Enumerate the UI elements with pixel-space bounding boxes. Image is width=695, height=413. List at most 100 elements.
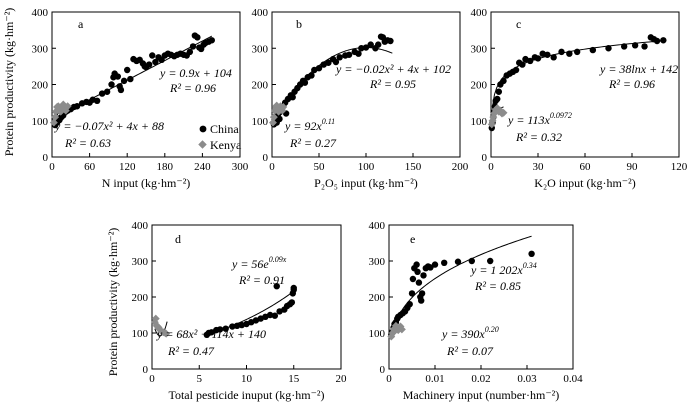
china-point (120, 77, 128, 85)
x-tick-label: 200 (452, 161, 469, 173)
china-point (301, 79, 309, 86)
china-point (355, 50, 362, 57)
y-tick-label: 200 (471, 80, 488, 92)
y-tick-label: 200 (132, 292, 149, 304)
china-point (276, 115, 283, 123)
china-point (290, 284, 297, 292)
y-tick-label: 200 (369, 292, 386, 304)
china-point (93, 97, 101, 105)
china-point (98, 90, 106, 97)
x-tick-label: 0 (386, 373, 392, 385)
x-tick-label: 0 (149, 373, 155, 385)
x-tick-label: 5 (197, 373, 203, 385)
china-point (418, 290, 426, 297)
y-tick-label: 400 (471, 7, 488, 19)
x-tick-label: 60 (580, 161, 592, 173)
china-point (534, 55, 542, 62)
china-point (620, 43, 628, 50)
legend: China Kenya (198, 122, 242, 152)
china-point (271, 312, 279, 319)
china-point (108, 81, 115, 88)
china-point (526, 57, 534, 65)
y-tick-label: 400 (132, 220, 149, 232)
x-tick-label: 120 (119, 161, 136, 173)
china-point (573, 48, 581, 56)
y-tick-label: 100 (471, 116, 488, 128)
panel-c: 0 30 60 90 120 0 100 200 300 400 K₂O input (kg·hm⁻… (471, 7, 688, 190)
china-point (152, 58, 159, 66)
china-point (194, 34, 201, 41)
china-point (641, 43, 648, 50)
kenya-r2-b: R² = 0.27 (289, 136, 337, 150)
china-r2-a: R² = 0.96 (169, 81, 216, 95)
china-point (454, 258, 462, 265)
kenya-r2-d: R² = 0.47 (167, 344, 215, 358)
y-tick-label: 0 (263, 152, 269, 164)
china-r2-b: R² = 0.95 (369, 77, 416, 91)
china-point (487, 257, 494, 265)
legend-kenya-label: Kenya (210, 138, 242, 152)
kenya-equation-a: y = −0.07x² + 4x + 88 (54, 119, 164, 133)
x-tick-label: 0 (49, 161, 55, 173)
x-axis-label-b: P₂O₅ input (kg·hm⁻²) (314, 176, 418, 190)
y-tick-label: 400 (369, 220, 386, 232)
x-axis-label-c: K₂O input (kg·hm⁻²) (534, 176, 635, 190)
x-tick-label: 150 (405, 161, 422, 173)
y-tick-label: 100 (252, 116, 269, 128)
kenya-r2-e: R² = 0.07 (446, 344, 494, 358)
china-point (441, 259, 448, 266)
china-point (117, 86, 125, 94)
china-point (315, 64, 323, 72)
x-tick-label: 240 (194, 161, 211, 173)
china-point (358, 45, 365, 52)
china-equation-a: y = 0.9x + 104 (159, 66, 232, 80)
china-point (653, 37, 661, 45)
china-point (208, 37, 215, 44)
y-tick-label: 300 (132, 256, 149, 268)
china-point (222, 325, 229, 332)
china-point (409, 275, 417, 283)
kenya-r2-a: R² = 0.63 (64, 136, 111, 150)
x-tick-label: 60 (84, 161, 96, 173)
china-point (325, 59, 332, 66)
y-tick-label: 200 (252, 80, 269, 92)
china-point (288, 299, 296, 306)
china-point (414, 268, 421, 275)
china-point (420, 272, 427, 279)
china-point (114, 73, 122, 80)
china-point (427, 264, 434, 271)
kenya-equation-d: y = 68x² − 114x + 140 (156, 327, 266, 341)
y-tick-label: 0 (380, 364, 386, 376)
y-axis-label-bottom: Protein productivity (kg·hm⁻²) (106, 228, 120, 377)
panel-e: 0 0.01 0.02 0.03 0.04 0 100 200 300 400 Machinery … (369, 220, 584, 402)
y-tick-label: 300 (32, 43, 49, 55)
china-point (660, 37, 667, 44)
x-tick-label: 100 (358, 161, 375, 173)
x-tick-label: 0 (269, 161, 275, 173)
china-point (418, 297, 425, 304)
panel-letter-b: b (296, 17, 302, 31)
china-point (124, 66, 131, 74)
y-tick-label: 400 (252, 7, 269, 19)
panel-b: 0 50 100 150 200 0 100 200 300 400 P₂O₅ input (kg·… (252, 7, 469, 190)
china-point (233, 322, 241, 329)
china-point (528, 250, 535, 257)
y-tick-label: 200 (32, 80, 49, 92)
kenya-equation-b: y = 92x0.11 (284, 117, 335, 133)
china-equation-e: y = 1 202x0.34 (470, 261, 537, 277)
china-point (149, 52, 156, 59)
x-axis-label-a: N input (kg·hm⁻²) (102, 176, 191, 190)
x-tick-label: 180 (157, 161, 174, 173)
y-tick-label: 300 (252, 43, 269, 55)
china-point (186, 48, 194, 56)
legend-china-label: China (210, 122, 239, 136)
x-tick-label: 50 (314, 161, 326, 173)
x-tick-label: 0.03 (517, 373, 537, 385)
china-point (631, 42, 639, 49)
y-tick-label: 0 (43, 152, 49, 164)
china-point (273, 283, 280, 290)
x-tick-label: 10 (241, 373, 253, 385)
x-tick-label: 90 (627, 161, 639, 173)
y-tick-label: 400 (32, 7, 49, 19)
